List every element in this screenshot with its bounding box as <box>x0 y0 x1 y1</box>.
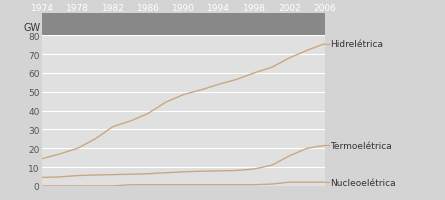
Text: GW: GW <box>24 23 41 33</box>
Text: Termoelétrica: Termoelétrica <box>330 141 392 150</box>
Text: Nucleoelétrica: Nucleoelétrica <box>330 178 396 187</box>
Text: Hidrelétrica: Hidrelétrica <box>330 40 383 49</box>
